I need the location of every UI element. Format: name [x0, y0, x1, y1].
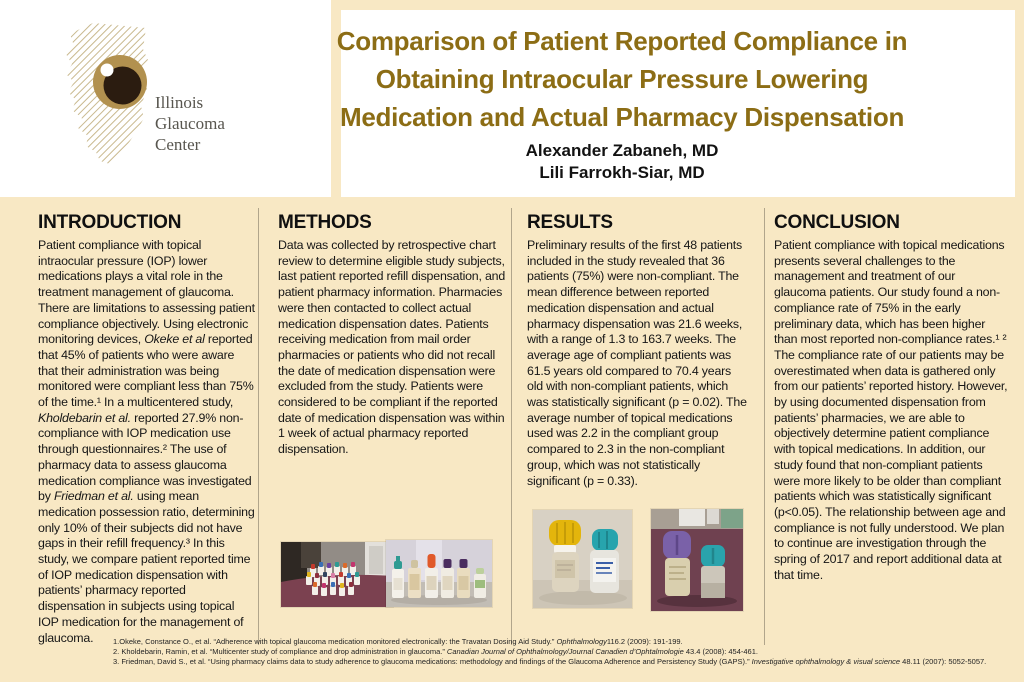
- authors-block: Alexander Zabaneh, MD Lili Farrokh-Siar,…: [290, 140, 954, 183]
- teal-cap-bottle-icon: [701, 545, 725, 598]
- column-divider: [511, 208, 512, 645]
- results-body: Preliminary results of the first 48 pati…: [527, 238, 747, 488]
- poster-title-line: Medication and Actual Pharmacy Dispensat…: [339, 102, 905, 132]
- section-results: RESULTS Preliminary results of the first…: [527, 212, 749, 489]
- eye-pupil-icon: [103, 66, 142, 105]
- yellow-cap-bottle-icon: [549, 520, 581, 592]
- introduction-heading: INTRODUCTION: [38, 212, 182, 233]
- introduction-body: Patient compliance with topical intraocu…: [38, 238, 255, 645]
- header-logo-panel: Illinois Glaucoma Center: [0, 0, 331, 197]
- photo-bottle-row: [386, 540, 492, 607]
- reference-item: 2. Kholdebarin, Ramin, et al. “Multicent…: [113, 647, 758, 656]
- eye-drop-bottles-collection-image: [281, 542, 393, 607]
- logo-line: Center: [155, 135, 201, 154]
- header-title-panel: [341, 10, 1015, 197]
- conclusion-body: Patient compliance with topical medicati…: [774, 238, 1008, 582]
- conclusion-heading: CONCLUSION: [774, 212, 900, 233]
- logo-wordmark: Illinois Glaucoma Center: [155, 92, 225, 155]
- logo-line: Illinois: [155, 93, 204, 112]
- teal-cap-bottle-icon: [590, 529, 619, 593]
- section-methods: METHODS Data was collected by retrospect…: [278, 212, 506, 458]
- photo-purple-teal-bottles: [651, 509, 743, 611]
- six-bottles-row-image: [386, 540, 492, 607]
- references-block: 1.Okeke, Constance O., et al. “Adherence…: [113, 637, 1013, 667]
- author-name: Alexander Zabaneh, MD: [525, 141, 719, 160]
- illinois-glaucoma-center-logo-icon: [66, 23, 148, 164]
- title-block: Comparison of Patient Reported Complianc…: [290, 22, 954, 183]
- two-bottles-desk-image: [651, 509, 743, 611]
- poster-title-line: Obtaining Intraocular Pressure Lowering: [375, 64, 869, 94]
- logo-line: Glaucoma: [155, 114, 225, 133]
- reference-item: 3. Friedman, David S., et al. “Using pha…: [113, 657, 987, 666]
- reference-item: 1.Okeke, Constance O., et al. “Adherence…: [113, 637, 683, 646]
- photo-yellow-teal-bottles: [533, 510, 632, 608]
- section-introduction: INTRODUCTION Patient compliance with top…: [38, 212, 256, 646]
- column-divider: [258, 208, 259, 645]
- methods-body: Data was collected by retrospective char…: [278, 238, 506, 457]
- purple-cap-bottle-icon: [663, 531, 691, 596]
- two-bottles-closeup-image: [533, 510, 632, 608]
- photo-many-bottles: [281, 542, 393, 607]
- section-conclusion: CONCLUSION Patient compliance with topic…: [774, 212, 1010, 583]
- small-bottle-icons: [306, 562, 360, 596]
- author-name: Lili Farrokh-Siar, MD: [539, 162, 705, 182]
- methods-heading: METHODS: [278, 212, 372, 233]
- eye-highlight-icon: [100, 63, 114, 77]
- results-heading: RESULTS: [527, 212, 613, 233]
- poster-title-line: Comparison of Patient Reported Complianc…: [336, 26, 908, 56]
- column-divider: [764, 208, 765, 645]
